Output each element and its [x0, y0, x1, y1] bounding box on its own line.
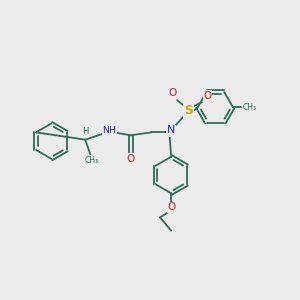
Text: S: S — [184, 104, 194, 117]
Text: O: O — [127, 154, 135, 164]
Text: H: H — [82, 127, 89, 136]
Text: O: O — [204, 91, 212, 101]
Text: O: O — [169, 88, 177, 98]
Text: CH₃: CH₃ — [84, 156, 98, 165]
Text: O: O — [168, 202, 176, 212]
Text: N: N — [167, 125, 176, 135]
Text: CH₃: CH₃ — [242, 103, 256, 112]
Text: NH: NH — [102, 126, 116, 135]
